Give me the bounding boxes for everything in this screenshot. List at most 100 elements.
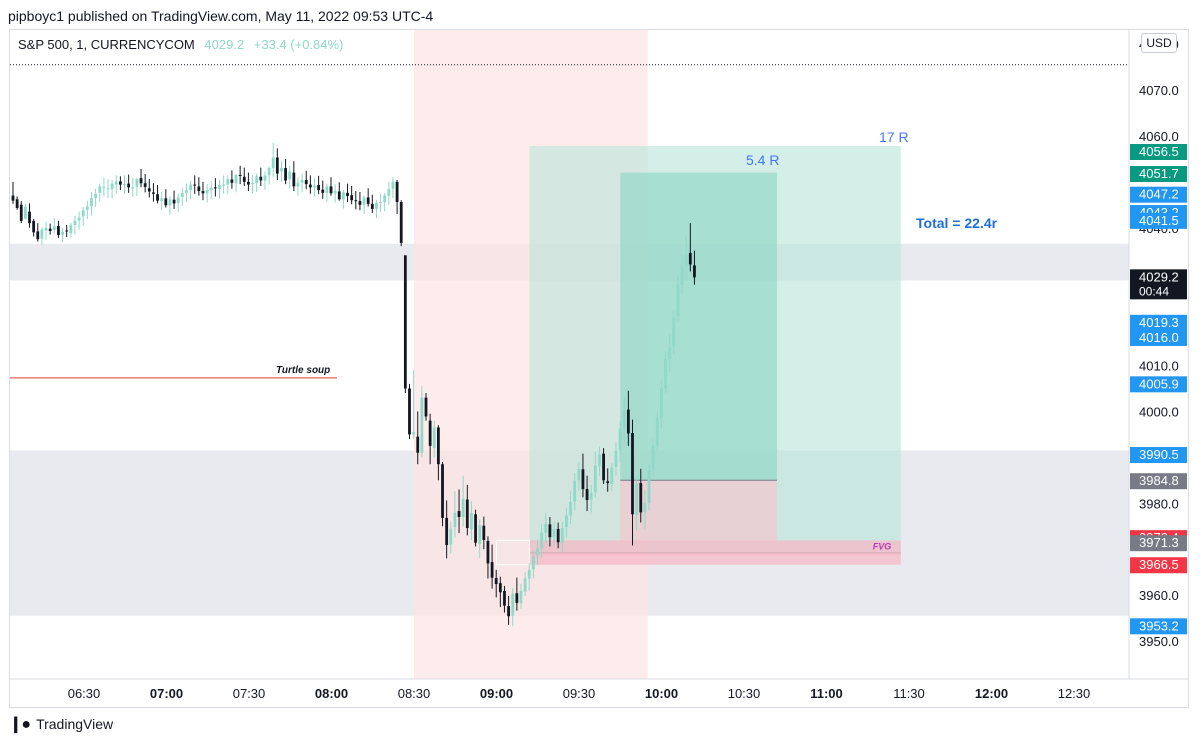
candle-body — [523, 578, 527, 592]
candle-body — [172, 199, 176, 204]
price-badge — [1130, 376, 1187, 393]
candle-body — [106, 188, 110, 190]
candle-body — [610, 467, 614, 484]
tradingview-logo[interactable]: ❙● TradingView — [9, 714, 113, 734]
candle-body — [296, 182, 300, 187]
r-label-17: 17 R — [879, 129, 909, 145]
candle-body — [515, 593, 519, 603]
candle-body — [589, 492, 593, 500]
price-badge — [1130, 143, 1187, 160]
candle-body — [668, 347, 672, 359]
candle-body — [655, 417, 659, 445]
candle-body — [626, 409, 630, 434]
price-tick-label: 3960.0 — [1139, 588, 1179, 603]
candle-body — [569, 501, 572, 516]
candle-body — [536, 548, 539, 556]
candle-body — [680, 267, 684, 285]
candle-body — [432, 427, 436, 449]
candle-body — [461, 498, 465, 518]
candle-body — [201, 191, 205, 194]
price-tick-label: 3950.0 — [1139, 634, 1179, 649]
candle-body — [540, 532, 544, 549]
candle-body — [639, 483, 643, 513]
candle-body — [379, 202, 382, 204]
candle-body — [511, 593, 515, 616]
fvg-outline — [496, 539, 530, 566]
candle-body — [453, 512, 457, 528]
candle-body — [73, 220, 77, 225]
candle-body — [556, 528, 560, 543]
candle-body — [275, 157, 279, 174]
total-r-label: Total = 22.4r — [916, 215, 998, 231]
candle-body — [408, 388, 411, 435]
candle-body — [69, 224, 73, 234]
candle-body — [362, 197, 366, 205]
price-badge — [1130, 166, 1187, 183]
candle-body — [693, 265, 696, 278]
candle-body — [36, 231, 40, 240]
candle-body — [470, 512, 473, 530]
candle-body — [180, 192, 184, 197]
symbol-change: +33.4 (+0.84%) — [253, 37, 344, 52]
candle-body — [643, 503, 647, 513]
candle-body — [395, 181, 399, 203]
price-badge-label: 4029.2 — [1139, 269, 1179, 284]
price-tick-label: 4000.0 — [1139, 404, 1179, 419]
chart-frame[interactable] — [9, 29, 1189, 708]
candle-body — [544, 523, 548, 533]
price-badge-label: 3990.5 — [1139, 447, 1179, 462]
symbol-name: S&P 500, 1, CURRENCYCOM — [18, 37, 195, 52]
candle-body — [494, 578, 498, 585]
candle-body — [457, 511, 461, 518]
candle-body — [242, 176, 246, 182]
candle-body — [94, 193, 97, 198]
candle-body — [52, 226, 56, 231]
candle-body — [631, 432, 634, 515]
candle-body — [300, 179, 304, 183]
price-badge — [1130, 557, 1187, 574]
candle-body — [19, 204, 23, 221]
candle-body — [478, 525, 482, 545]
price-badge-label: 3984.8 — [1139, 473, 1179, 488]
candle-body — [370, 203, 374, 209]
time-tick-label: 10:00 — [645, 686, 678, 701]
candle-body — [313, 185, 316, 188]
candle-body — [614, 450, 618, 467]
currency-button[interactable]: USD — [1141, 33, 1177, 53]
candle-body — [127, 183, 131, 188]
price-badge — [1130, 186, 1187, 203]
candle-body — [660, 388, 663, 419]
candle-body — [11, 195, 15, 201]
candle-body — [168, 199, 172, 206]
price-badge-label: 3966.5 — [1139, 557, 1179, 572]
price-tick-label: 4010.0 — [1139, 359, 1179, 374]
candle-body — [61, 231, 64, 236]
candle-body — [205, 190, 209, 194]
time-tick-label: 06:30 — [68, 686, 101, 701]
symbol-last-price: 4029.2 — [204, 37, 245, 52]
candle-body — [366, 197, 370, 204]
time-tick-label: 07:00 — [150, 686, 183, 701]
candle-body — [416, 436, 420, 453]
price-badge — [1130, 447, 1187, 464]
candle-body — [247, 181, 250, 185]
time-tick-label: 12:00 — [975, 686, 1008, 701]
candle-body — [118, 181, 122, 185]
candle-body — [585, 489, 589, 501]
candle-body — [383, 195, 387, 203]
candle-body — [160, 198, 164, 202]
turtle-soup-label: Turtle soup — [276, 365, 330, 376]
price-badge-label: 4041.5 — [1139, 213, 1179, 228]
candle-body — [288, 171, 292, 180]
time-tick-label: 09:00 — [480, 686, 513, 701]
candle-body — [271, 157, 275, 169]
candle-body — [412, 432, 416, 435]
candle-body — [490, 562, 494, 578]
candle-body — [176, 197, 180, 203]
candle-body — [15, 199, 19, 209]
price-tick-label: 3980.0 — [1139, 496, 1179, 511]
candle-body — [445, 517, 449, 546]
time-tick-label: 10:30 — [728, 686, 761, 701]
candle-body — [420, 397, 424, 453]
